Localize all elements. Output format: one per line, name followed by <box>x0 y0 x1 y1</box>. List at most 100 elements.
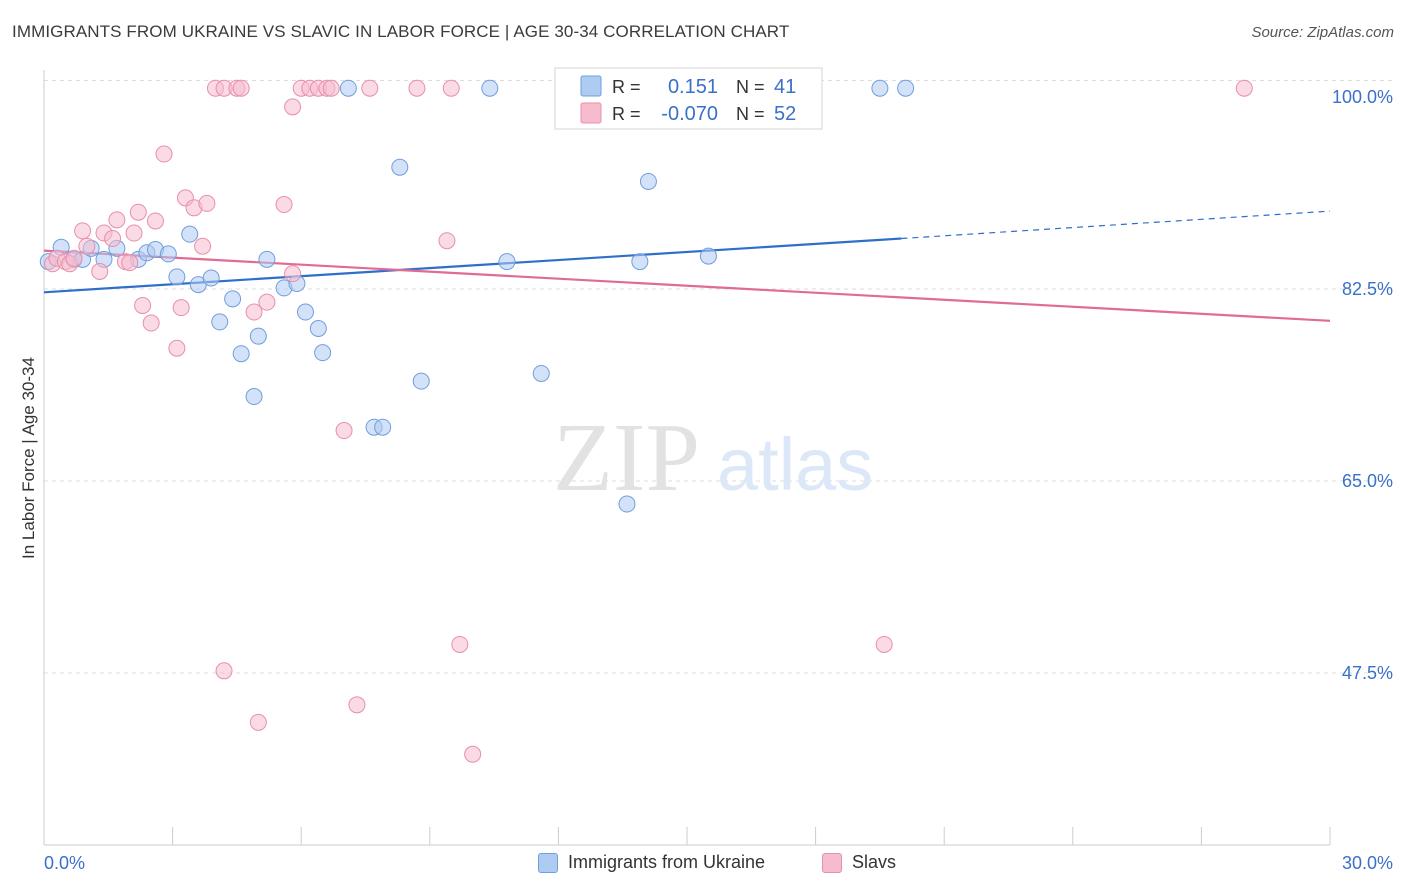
ukraine-point <box>339 79 357 97</box>
ukraine-point <box>699 247 717 265</box>
source-credit: Source: ZipAtlas.com <box>1251 24 1394 41</box>
slavs-point <box>74 222 92 240</box>
x-tick-label: 30.0% <box>1342 853 1393 873</box>
slavs-point <box>438 232 456 250</box>
slavs-point <box>322 79 340 97</box>
slavs-point <box>142 314 160 332</box>
ukraine-point <box>412 372 430 390</box>
ukraine-point <box>296 303 314 321</box>
slavs-point <box>442 79 460 97</box>
x-tick-label: 0.0% <box>44 853 85 873</box>
ukraine-point <box>871 79 889 97</box>
ukraine-point <box>309 319 327 337</box>
slavs-point <box>335 422 353 440</box>
ukraine-point <box>159 245 177 263</box>
legend-swatch-pink <box>580 102 602 124</box>
data-points <box>39 79 1253 763</box>
legend-label-ukraine: Immigrants from Ukraine <box>568 852 766 872</box>
slavs-point <box>172 299 190 317</box>
legend-label-slavs: Slavs <box>852 852 897 872</box>
ukraine-point <box>618 495 636 513</box>
y-tick-label: 47.5% <box>1342 663 1393 683</box>
slavs-point <box>361 79 379 97</box>
ukraine-point <box>391 158 409 176</box>
watermark-zip: ZIP <box>553 404 700 512</box>
gridlines <box>44 80 1392 674</box>
slavs-point <box>146 212 164 230</box>
slavs-point <box>121 254 139 272</box>
slavs-point <box>129 203 147 221</box>
ukraine-point <box>245 388 263 406</box>
slavs-point <box>451 635 469 653</box>
ukraine-point <box>249 327 267 345</box>
slavs-point <box>198 194 216 212</box>
slavs-point <box>232 79 250 97</box>
ukraine-trend-line <box>43 237 902 294</box>
ukraine-point <box>639 172 657 190</box>
legend-n-value-blue: 41 <box>774 76 796 98</box>
legend-r-label-blue: R = <box>612 77 641 97</box>
legend-item-ukraine[interactable]: Immigrants from Ukraine <box>538 852 765 873</box>
ukraine-point <box>532 364 550 382</box>
y-tick-label: 82.5% <box>1342 279 1393 299</box>
series-legend: Immigrants from Ukraine Slavs <box>0 852 1406 878</box>
legend-item-slavs[interactable]: Slavs <box>822 852 896 873</box>
legend-n-label-pink: N = <box>736 104 765 124</box>
ukraine-point <box>224 290 242 308</box>
slavs-point <box>408 79 426 97</box>
legend-n-label-blue: N = <box>736 77 765 97</box>
ukraine-point <box>498 253 516 271</box>
watermark-atlas: atlas <box>717 423 873 506</box>
slavs-point <box>1235 79 1253 97</box>
slavs-point <box>78 237 96 255</box>
slavs-point <box>464 745 482 763</box>
watermark: ZIP atlas <box>553 404 873 512</box>
ukraine-point <box>232 345 250 363</box>
slavs-point <box>249 713 267 731</box>
ukraine-point <box>181 225 199 243</box>
legend-r-label-pink: R = <box>612 104 641 124</box>
slavs-point <box>168 339 186 357</box>
slavs-trend-line <box>43 249 1331 322</box>
tick-labels: 100.0% 82.5% 65.0% 47.5% 0.0% 30.0% <box>44 87 1393 873</box>
ukraine-point <box>631 253 649 271</box>
ukraine-point <box>897 79 915 97</box>
ukraine-point <box>314 344 332 362</box>
slavs-point <box>215 662 233 680</box>
slavs-point <box>348 696 366 714</box>
chart-title: IMMIGRANTS FROM UKRAINE VS SLAVIC IN LAB… <box>12 22 790 41</box>
legend-swatch-blue <box>580 75 602 97</box>
ukraine-point <box>258 250 276 268</box>
slavs-point <box>125 224 143 242</box>
legend-swatch-ukraine <box>538 852 558 873</box>
legend-r-value-pink: -0.070 <box>661 103 718 125</box>
slavs-point <box>134 296 152 314</box>
slavs-point <box>284 265 302 283</box>
correlation-legend: R = 0.151 N = 41 R = -0.070 N = 52 <box>554 67 823 130</box>
slavs-point <box>258 293 276 311</box>
slavs-point <box>194 237 212 255</box>
slavs-point <box>65 249 83 267</box>
slavs-point <box>155 145 173 163</box>
y-tick-label: 65.0% <box>1342 471 1393 491</box>
slavs-point <box>108 211 126 229</box>
ukraine-trend-extension <box>901 210 1331 240</box>
legend-n-value-pink: 52 <box>774 103 796 125</box>
trend-lines <box>43 210 1331 322</box>
y-axis-label: In Labor Force | Age 30-34 <box>19 357 38 559</box>
ukraine-point <box>211 313 229 331</box>
ukraine-point <box>168 268 186 286</box>
slavs-point <box>245 303 263 321</box>
slavs-point <box>275 196 293 214</box>
legend-swatch-slavs <box>822 852 842 873</box>
slavs-point <box>284 98 302 116</box>
ukraine-point <box>202 269 220 287</box>
slavs-point <box>875 635 893 653</box>
ukraine-point <box>481 79 499 97</box>
slavs-point <box>104 230 122 248</box>
y-tick-label: 100.0% <box>1332 87 1393 107</box>
legend-r-value-blue: 0.151 <box>668 76 718 98</box>
slavs-point <box>91 262 109 280</box>
ukraine-point <box>374 418 392 436</box>
